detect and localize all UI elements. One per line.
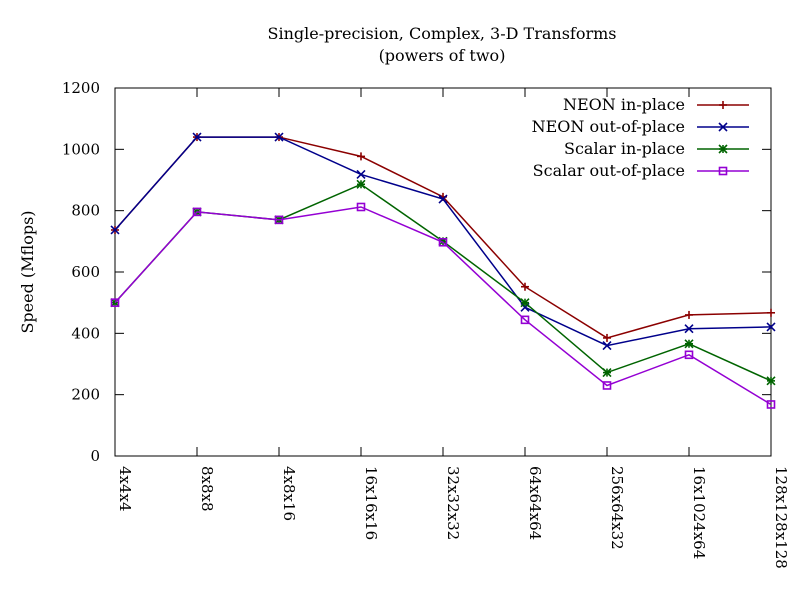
data-point bbox=[356, 202, 366, 212]
legend-marker bbox=[718, 122, 728, 132]
legend-entry: NEON out-of-place bbox=[532, 117, 749, 136]
data-point bbox=[602, 341, 612, 351]
series-layer bbox=[110, 132, 776, 409]
y-tick-label: 800 bbox=[71, 202, 100, 220]
data-point bbox=[684, 339, 694, 349]
series-scalar-in-place bbox=[110, 179, 776, 386]
x-tick-label: 4x4x4 bbox=[116, 466, 134, 512]
legend-entry: NEON in-place bbox=[563, 95, 749, 114]
chart-title: Single-precision, Complex, 3-D Transform… bbox=[267, 24, 616, 43]
data-point bbox=[766, 400, 776, 409]
data-point bbox=[438, 194, 448, 204]
x-tick-label: 4x8x16 bbox=[280, 466, 298, 521]
x-tick-label: 32x32x32 bbox=[444, 466, 462, 540]
legend-label: Scalar in-place bbox=[564, 139, 685, 158]
data-point bbox=[274, 215, 284, 225]
data-point bbox=[521, 282, 529, 291]
legend-marker bbox=[718, 166, 728, 176]
x-axis: 4x4x4 8x8x8 4x8x16 16x16x16 32x32x32 64x64x64… bbox=[114, 88, 790, 569]
legend-label: NEON in-place bbox=[563, 95, 685, 114]
data-point bbox=[602, 368, 612, 378]
data-point bbox=[192, 132, 202, 142]
data-point bbox=[766, 322, 776, 332]
data-point bbox=[685, 310, 693, 319]
series-neon-out-of-place bbox=[110, 132, 776, 351]
legend-marker bbox=[718, 144, 728, 154]
legend-label: NEON out-of-place bbox=[532, 117, 685, 136]
data-point bbox=[110, 298, 120, 307]
data-point bbox=[602, 381, 612, 390]
data-point bbox=[767, 308, 775, 317]
legend-entry: Scalar in-place bbox=[564, 139, 749, 158]
x-tick-label: 256x64x32 bbox=[608, 466, 626, 550]
data-point bbox=[520, 298, 530, 308]
legend-marker bbox=[719, 101, 727, 109]
data-point bbox=[357, 152, 365, 161]
y-axis: 0 200 400 600 800 1000 1200 bbox=[62, 79, 771, 465]
data-point bbox=[192, 207, 202, 217]
data-point bbox=[520, 315, 530, 325]
y-tick-label: 0 bbox=[90, 447, 100, 465]
x-tick-label: 64x64x64 bbox=[526, 466, 544, 540]
x-tick-label: 128x128x128 bbox=[772, 466, 790, 569]
x-tick-label: 16x16x16 bbox=[362, 466, 380, 540]
data-point bbox=[684, 324, 694, 334]
series-line bbox=[114, 206, 772, 406]
data-point bbox=[356, 179, 366, 189]
data-point bbox=[110, 225, 120, 235]
y-tick-label: 600 bbox=[71, 263, 100, 281]
series-scalar-out-of-place bbox=[110, 202, 776, 409]
data-point bbox=[274, 132, 284, 142]
chart-subtitle: (powers of two) bbox=[379, 46, 506, 65]
legend: NEON in-place NEON out-of-place Scalar in-… bbox=[532, 95, 749, 180]
x-tick-label: 8x8x8 bbox=[198, 466, 216, 512]
data-point bbox=[766, 376, 776, 386]
data-point bbox=[356, 169, 366, 180]
data-point bbox=[684, 350, 694, 360]
data-point bbox=[603, 333, 611, 342]
y-axis-label: Speed (Mflops) bbox=[18, 210, 37, 333]
legend-entry: Scalar out-of-place bbox=[533, 161, 749, 180]
y-tick-label: 400 bbox=[71, 324, 100, 342]
y-tick-label: 1000 bbox=[62, 140, 100, 158]
data-point bbox=[438, 237, 448, 247]
legend-label: Scalar out-of-place bbox=[533, 161, 685, 180]
y-tick-label: 1200 bbox=[62, 79, 100, 97]
y-tick-label: 200 bbox=[71, 386, 100, 404]
x-tick-label: 16x1024x64 bbox=[690, 466, 708, 559]
